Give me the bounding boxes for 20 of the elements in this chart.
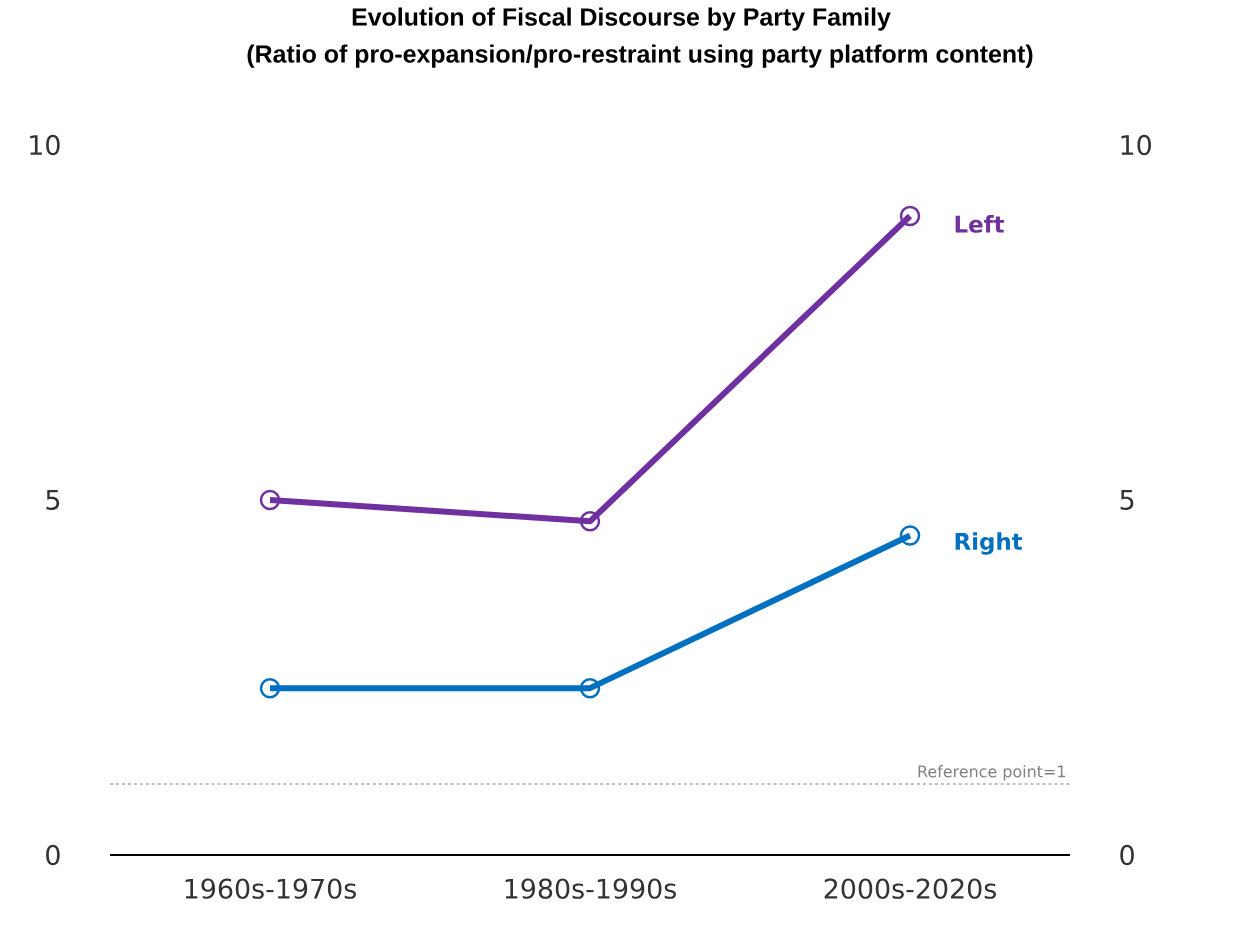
- chart-title: Evolution of Fiscal Discourse by Party Family: [352, 7, 891, 31]
- y-tick-label: 10: [30, 134, 60, 156]
- y-tick-label: 0: [46, 844, 60, 866]
- y2-tick-label: 5: [1120, 490, 1134, 510]
- point: [579, 511, 601, 532]
- series-label: Right: [955, 532, 1023, 555]
- y-tick-label: 5: [46, 490, 60, 510]
- x-tick-label: 2000s-2020s: [824, 878, 996, 899]
- x-tick-label: 1980s-1990s: [505, 878, 676, 899]
- point: [899, 205, 921, 227]
- point: [259, 489, 281, 511]
- point: [259, 677, 281, 699]
- ref-line-label: Reference point=1: [918, 765, 1066, 781]
- x-tick-label: 1960s-1970s: [185, 878, 356, 899]
- point: [899, 525, 921, 546]
- series-label: Left: [955, 215, 1005, 233]
- point: [579, 677, 601, 699]
- y2-tick-label: 0: [1120, 844, 1134, 866]
- chart-subtitle: (Ratio of pro-expansion/pro-restraint using party platform content): [247, 44, 1033, 68]
- y2-tick-label: 10: [1121, 134, 1151, 156]
